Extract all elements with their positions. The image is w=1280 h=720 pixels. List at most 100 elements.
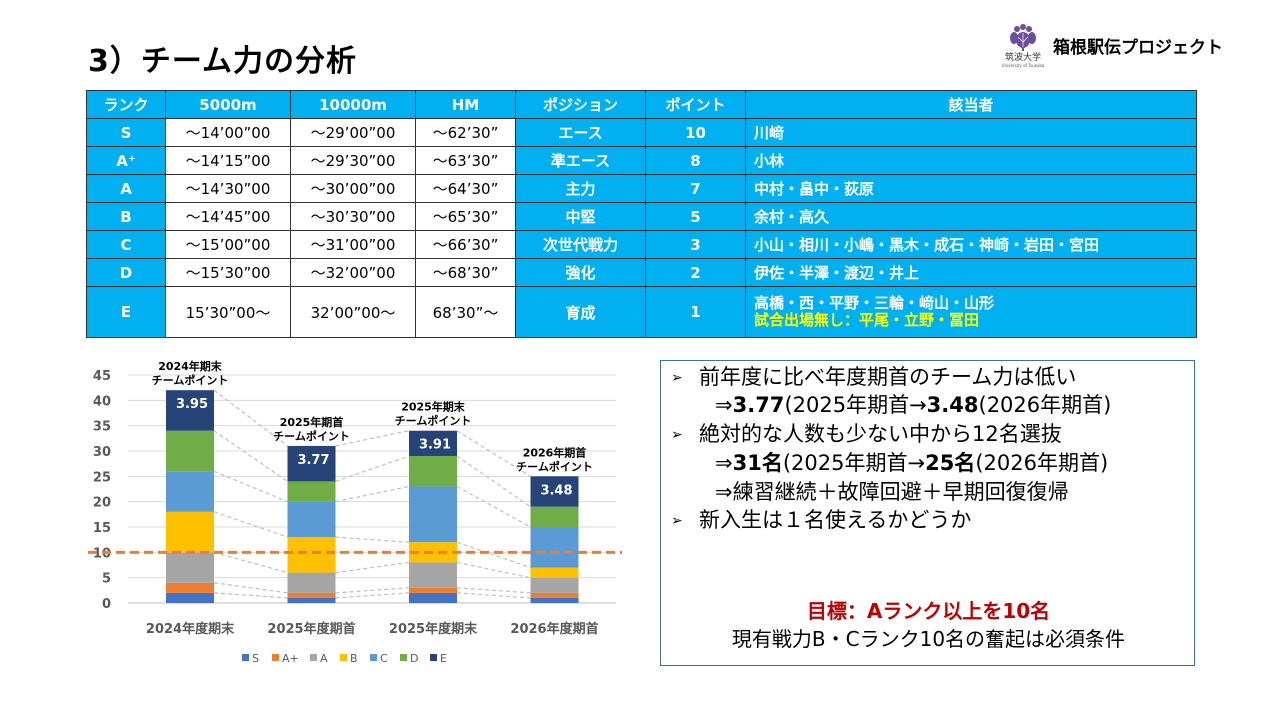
- column-header-hm: HM: [415, 90, 516, 119]
- annotation-title: 2025年期首: [280, 415, 344, 429]
- y-tick-label: 45: [93, 369, 111, 384]
- x-tick-label: 2024年度期末: [146, 621, 235, 637]
- connector-line: [213, 551, 288, 574]
- connector-line: [213, 430, 288, 482]
- bullet-2: ➢ 絶対的な人数も少ない中から12名選抜: [671, 422, 1062, 447]
- position-cell: エース: [515, 118, 646, 147]
- members-note: 試合出場無し：平尾・立野・冨田: [754, 311, 980, 329]
- summary-box: ➢ 前年度に比べ年度期首のチーム力は低い ⇒3.77(2025年期首→3.48(2…: [660, 360, 1195, 666]
- legend-swatch: [430, 654, 437, 661]
- connector-line: [213, 582, 288, 594]
- connector-line: [456, 587, 531, 594]
- bar-segment-a: [287, 572, 336, 593]
- bar-segment-e: [409, 430, 457, 457]
- legend-label: B: [350, 652, 358, 665]
- members-cell: 川﨑: [745, 118, 1197, 147]
- condition-text: 現有戦力B・Cランク10名の奮起は必須条件: [731, 627, 1126, 651]
- annotation-title: 2026年期首: [523, 445, 587, 459]
- time-hm-cell: ～65’30”: [415, 202, 516, 231]
- members-cell: 小山・相川・小嶋・黒木・成石・神崎・岩田・宮田: [745, 230, 1197, 259]
- time-5000m-cell: ～14’30”00: [165, 174, 291, 203]
- members-cell: 小林: [745, 146, 1197, 175]
- bar-segment-d: [287, 481, 336, 502]
- legend-label: A: [320, 652, 328, 665]
- label-2025: (2025年期首→: [784, 393, 927, 417]
- label-2025: (2025年期首→: [782, 451, 926, 475]
- time-10000m-cell: ～32’00”00: [290, 258, 416, 287]
- connector-line: [335, 592, 410, 599]
- time-hm-cell: ～64’30”: [415, 174, 516, 203]
- x-tick-label: 2025年度期首: [267, 621, 355, 637]
- column-header-10000m: 10000m: [290, 90, 416, 119]
- time-5000m-cell: ～14’45”00: [165, 202, 291, 231]
- bar-segment-c: [409, 486, 457, 543]
- bar-segment-e: [287, 445, 336, 482]
- time-10000m-cell: 32’00”00～: [290, 286, 416, 338]
- column-header-position: ポジション: [515, 90, 646, 119]
- connector-line: [456, 541, 531, 569]
- position-cell: 主力: [515, 174, 646, 203]
- time-5000m-cell: ～14’00”00: [165, 118, 291, 147]
- bar-segment-s: [409, 592, 457, 603]
- time-10000m-cell: ～29’00”00: [290, 118, 416, 147]
- team-point-label: 3.95: [176, 397, 208, 412]
- legend-label: E: [440, 652, 447, 665]
- table-row: D ～15’30”00 ～32’00”00 ～68’30” 強化 2 伊佐・半澤…: [86, 258, 1197, 287]
- y-tick-label: 5: [102, 572, 111, 587]
- annotation-subtitle: チームポイント: [395, 414, 472, 428]
- bar-segment-s: [166, 592, 214, 603]
- column-header-points: ポイント: [645, 90, 746, 119]
- team-point-label: 3.91: [419, 438, 451, 453]
- members-cell: 中村・畠中・荻原: [745, 174, 1197, 203]
- bar-segment-d: [166, 430, 214, 472]
- connector-line: [335, 455, 410, 482]
- bullet-3-text: 新入生は１名使えるかどうか: [699, 508, 972, 532]
- table-row: A ～14’30”00 ～30’00”00 ～64’30” 主力 7 中村・畠中…: [86, 174, 1197, 203]
- legend-swatch: [340, 654, 347, 661]
- y-tick-label: 30: [93, 445, 111, 460]
- members-cell: 余村・高久: [745, 202, 1197, 231]
- bullet-2-text: 絶対的な人数も少ない中から12名選抜: [699, 422, 1062, 446]
- university-name-en: University of Tsukuba: [1001, 63, 1045, 68]
- connector-line: [456, 561, 531, 579]
- bullet-arrow-icon: ➢: [671, 370, 683, 386]
- bullet-1-sub: ⇒3.77(2025年期首→3.48(2026年期首): [671, 393, 1111, 417]
- connector-line: [456, 592, 531, 599]
- bar-segment-a: [530, 577, 579, 593]
- bar-segment-b: [166, 511, 214, 553]
- team-point-label: 3.48: [540, 483, 572, 498]
- bullet-1-text: 前年度に比べ年度期首のチーム力は低い: [699, 365, 1077, 389]
- points-cell: 5: [645, 202, 746, 231]
- university-name: 筑波大学: [1004, 53, 1041, 63]
- y-tick-label: 40: [93, 394, 111, 409]
- position-cell: 準エース: [515, 146, 646, 175]
- connector-line: [335, 485, 410, 503]
- bar-segment-aplus: [409, 587, 457, 593]
- bar-segment-s: [530, 597, 579, 603]
- position-cell: 育成: [515, 286, 646, 338]
- bar-segment-e: [166, 390, 214, 431]
- time-hm-cell: 68’30”～: [415, 286, 516, 338]
- connector-line: [456, 430, 531, 477]
- annotation-subtitle: チームポイント: [273, 429, 350, 443]
- rank-cell: B: [86, 202, 166, 231]
- rank-cell: E: [86, 286, 166, 338]
- label-2026: (2026年期首): [978, 393, 1112, 417]
- table-row: E 15’30”00～ 32’00”00～ 68’30”～ 育成 1 高橋・西・…: [86, 286, 1197, 338]
- points-cell: 10: [645, 118, 746, 147]
- table-row: S ～14’00”00 ～29’00”00 ～62’30” エース 10 川﨑: [86, 118, 1197, 147]
- points-cell: 2: [645, 258, 746, 287]
- legend-label: C: [380, 652, 388, 665]
- legend-swatch: [310, 654, 317, 661]
- rank-cell: A⁺: [86, 146, 166, 175]
- bar-segment-c: [287, 501, 336, 538]
- legend-swatch: [272, 654, 279, 661]
- bar-segment-d: [409, 456, 457, 487]
- annotation-title: 2024年期末: [158, 359, 223, 373]
- position-cell: 中堅: [515, 202, 646, 231]
- bullet-2-sub2: ⇒練習継続＋故障回避＋早期回復復帰: [715, 480, 1069, 504]
- rank-cell: C: [86, 230, 166, 259]
- y-tick-label: 25: [93, 470, 111, 485]
- time-10000m-cell: ～29’30”00: [290, 146, 416, 175]
